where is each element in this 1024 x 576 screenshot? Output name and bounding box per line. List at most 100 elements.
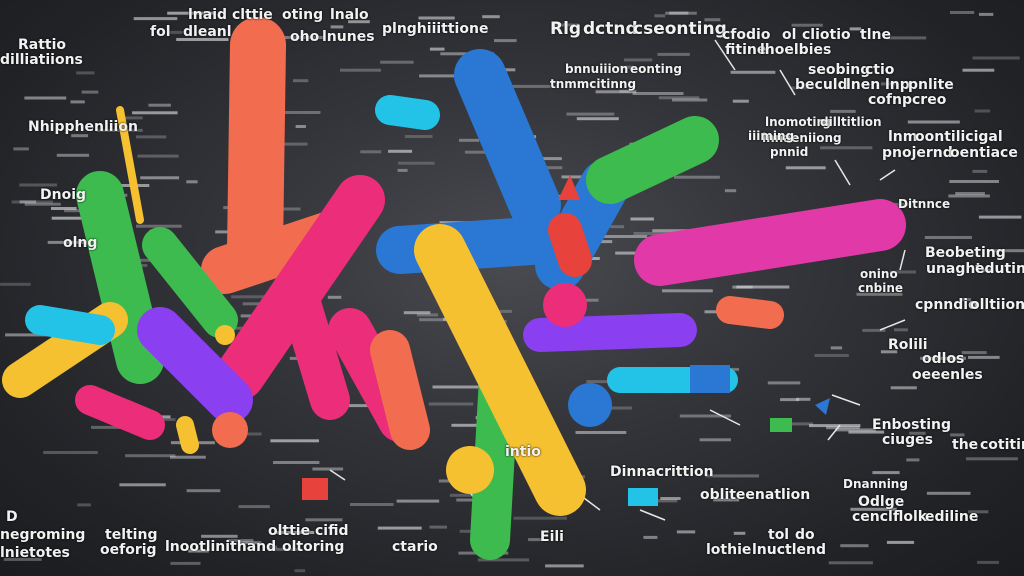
word-label: clttie — [232, 7, 273, 23]
scribble-stroke — [272, 111, 321, 114]
scribble-stroke — [886, 36, 927, 40]
scribble-stroke — [327, 295, 342, 299]
scribble-stroke — [791, 23, 823, 27]
word-label: oontilicigal — [915, 129, 1003, 145]
colored-bar — [586, 116, 719, 204]
colored-square — [302, 478, 328, 500]
pointer-line — [827, 424, 841, 441]
scribble-stroke — [643, 535, 658, 539]
scribble-stroke — [785, 166, 826, 170]
scribble-stroke — [340, 68, 381, 72]
pointer-line — [834, 159, 851, 186]
colored-triangle — [815, 398, 830, 415]
colored-dot — [212, 412, 248, 448]
word-label: bnnuiiion — [565, 62, 629, 76]
scribble-stroke — [397, 168, 408, 172]
scribble-stroke — [704, 18, 721, 22]
scribble-stroke — [418, 16, 455, 20]
word-label: obliteenatlion — [700, 487, 811, 503]
scribble-stroke — [305, 518, 343, 522]
scribble-stroke — [264, 142, 308, 146]
scribble-stroke — [660, 497, 681, 500]
scribble-stroke — [500, 84, 551, 88]
scribble-stroke — [961, 351, 987, 355]
colored-bar — [548, 213, 592, 277]
scribble-stroke — [119, 483, 166, 487]
scribble-stroke — [201, 534, 238, 538]
scribble-stroke — [872, 471, 900, 475]
word-label: cfodio — [722, 27, 771, 43]
scribble-stroke — [186, 489, 221, 493]
word-label: oho — [290, 29, 320, 45]
scribble-stroke — [419, 74, 456, 78]
word-label: lnalo — [330, 7, 369, 23]
word-label: oltoring — [282, 539, 345, 555]
scribble-stroke — [186, 180, 198, 184]
colored-bar — [75, 385, 165, 440]
scribble-stroke — [459, 138, 480, 142]
colored-bar — [227, 17, 286, 278]
word-label: cseonting — [633, 19, 727, 39]
scribble-stroke — [704, 310, 719, 314]
scribble-stroke — [70, 100, 85, 104]
scribble-stroke — [906, 458, 920, 462]
scribble-stroke — [662, 289, 713, 293]
colored-square — [770, 418, 792, 432]
scribble-stroke — [657, 52, 690, 56]
scribble-stroke — [972, 169, 988, 173]
word-label: Enbosting — [872, 417, 951, 433]
colored-bar — [523, 313, 697, 352]
scribble-stroke — [856, 292, 903, 296]
scribble-stroke — [276, 207, 301, 211]
word-label: cotitine — [980, 437, 1024, 453]
scribble-stroke — [77, 503, 91, 507]
word-label: iiiming — [748, 129, 795, 143]
word-label: Beobeting — [925, 245, 1006, 261]
scribble-stroke — [13, 147, 29, 151]
word-label: onino — [860, 267, 898, 281]
scribble-stroke — [246, 432, 262, 436]
colored-bar — [176, 416, 199, 454]
colored-square — [628, 488, 658, 506]
scribble-stroke — [880, 82, 896, 86]
scribble-stroke — [176, 38, 229, 41]
scribble-stroke — [56, 153, 90, 157]
word-label: lnp — [885, 77, 910, 93]
scribble-stroke — [133, 17, 178, 21]
scribble-stroke — [888, 202, 910, 206]
scribble-stroke — [828, 561, 873, 565]
scribble-stroke — [419, 318, 460, 322]
scribble-stroke — [350, 503, 394, 506]
scribble-stroke — [585, 257, 600, 260]
scribble-stroke — [494, 39, 517, 43]
word-label: olltiion — [970, 297, 1024, 313]
scribble-stroke — [170, 455, 206, 459]
scribble-stroke — [977, 560, 999, 564]
scribble-stroke — [730, 70, 776, 74]
scribble-stroke — [767, 381, 801, 385]
scribble-stroke — [24, 202, 61, 206]
word-label: tnmmcitinng — [550, 77, 637, 91]
scribble-stroke — [654, 14, 666, 18]
scribble-stroke — [972, 56, 1020, 60]
word-label: pnlite — [908, 77, 954, 93]
scribble-stroke — [966, 457, 1018, 461]
scribble-stroke — [630, 217, 654, 221]
scribble-stroke — [47, 240, 89, 244]
word-label: beculd — [795, 77, 848, 93]
scribble-stroke — [432, 385, 486, 389]
colored-dot — [215, 325, 235, 345]
word-label: lnietotes — [0, 545, 70, 561]
scribble-stroke — [19, 200, 37, 204]
word-label: eonting — [630, 62, 682, 76]
scribble-stroke — [273, 461, 320, 464]
scribble-stroke — [676, 530, 696, 534]
colored-bar — [716, 296, 784, 329]
scribble-stroke — [862, 328, 886, 332]
scribble-stroke — [610, 225, 625, 229]
scribble-stroke — [477, 558, 530, 562]
colored-triangle — [558, 175, 580, 200]
word-label: do — [795, 527, 815, 543]
colored-bar — [634, 199, 906, 286]
pointer-line — [831, 394, 861, 406]
